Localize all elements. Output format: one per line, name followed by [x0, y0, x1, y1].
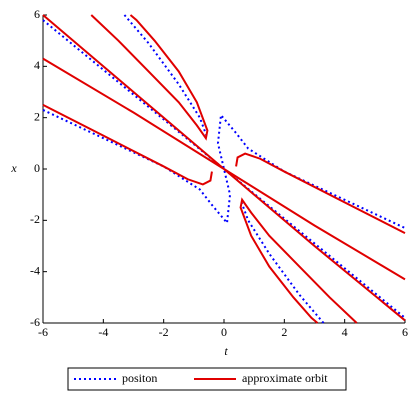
y-tick-label: -4	[30, 263, 40, 277]
x-tick-label: 6	[402, 325, 408, 339]
x-axis-label: t	[224, 344, 228, 358]
x-tick-label: -2	[159, 325, 169, 339]
x-tick-label: 2	[281, 325, 287, 339]
x-tick-label: -4	[98, 325, 108, 339]
y-tick-label: 6	[34, 7, 40, 21]
legend-label: positon	[122, 371, 157, 385]
y-axis-label: x	[10, 161, 17, 175]
y-tick-label: -2	[30, 212, 40, 226]
legend-label: approximate orbit	[242, 371, 328, 385]
y-tick-label: 2	[34, 109, 40, 123]
x-tick-label: 0	[221, 325, 227, 339]
x-tick-label: 4	[342, 325, 348, 339]
y-tick-label: 4	[34, 58, 40, 72]
y-tick-label: 0	[34, 161, 40, 175]
x-tick-label: -6	[38, 325, 48, 339]
y-tick-label: -6	[30, 315, 40, 329]
series-line	[42, 14, 406, 324]
